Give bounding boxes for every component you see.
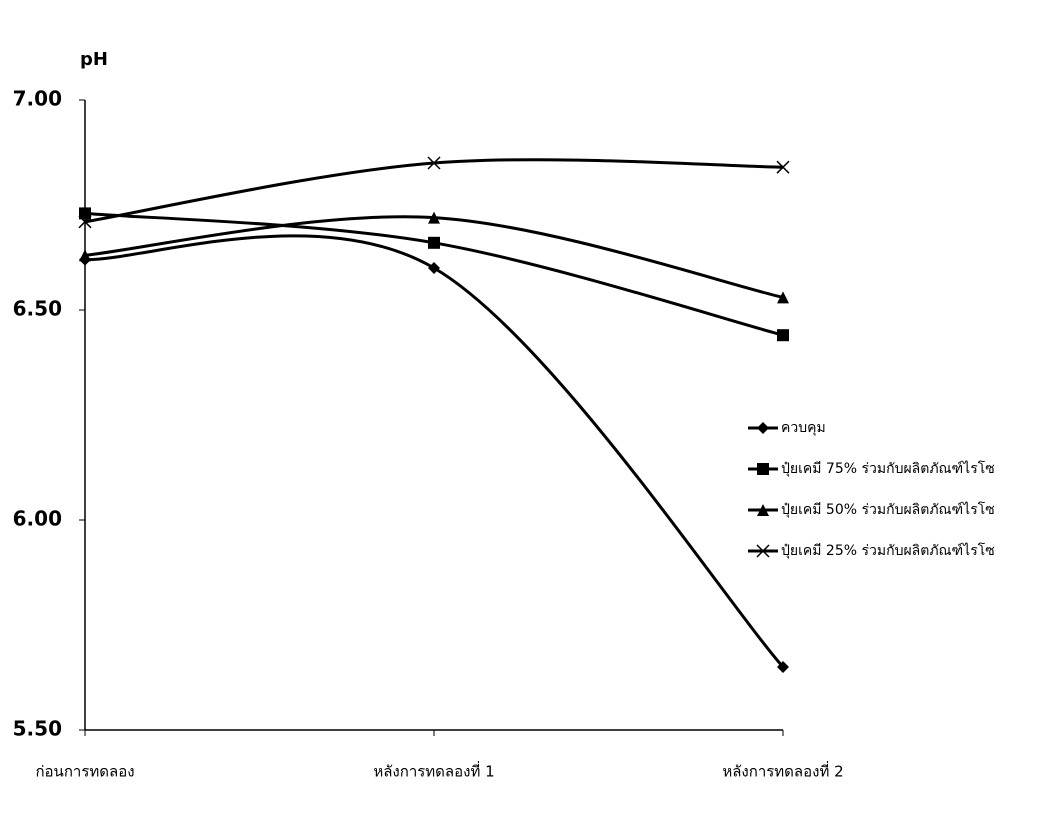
series-line: [84, 211, 784, 337]
y-tick-label: 6.50: [13, 297, 62, 321]
y-tick-label: 7.00: [13, 87, 62, 111]
point: [79, 207, 91, 220]
legend-marker: [757, 463, 769, 475]
legend-label: ปุ๋ยเคมี 50% ร่วมกับผลิตภัณฑ์ไรโซ: [781, 501, 995, 518]
y-axis-label: pH: [80, 49, 108, 70]
legend-label: ปุ๋ยเคมี 25% ร่วมกับผลิตภัณฑ์ไรโซ: [781, 542, 995, 559]
point: [777, 291, 789, 304]
x-tick-label: หลังการทดลองที่ 2: [722, 761, 843, 781]
x-tick-label: ก่อนการทดลอง: [35, 763, 134, 781]
x-tick-label: หลังการทดลองที่ 1: [373, 761, 494, 781]
legend-marker: [756, 544, 770, 558]
y-tick-label: 6.00: [13, 507, 62, 531]
legend-label: ปุ๋ยเคมี 75% ร่วมกับผลิตภัณฑ์ไรโซ: [781, 460, 995, 477]
legend-label: ควบคุม: [781, 420, 826, 436]
legend-marker: [757, 504, 769, 516]
series-line: [84, 215, 784, 299]
y-tick-label: 5.50: [13, 717, 62, 741]
point: [777, 661, 789, 673]
series-line: [84, 234, 785, 668]
point: [428, 262, 440, 274]
point: [427, 156, 441, 170]
point: [78, 215, 92, 229]
legend-marker: [757, 422, 769, 434]
point: [428, 236, 440, 249]
point: [777, 329, 789, 342]
point: [428, 211, 440, 224]
point: [79, 249, 91, 262]
point: [776, 160, 790, 174]
